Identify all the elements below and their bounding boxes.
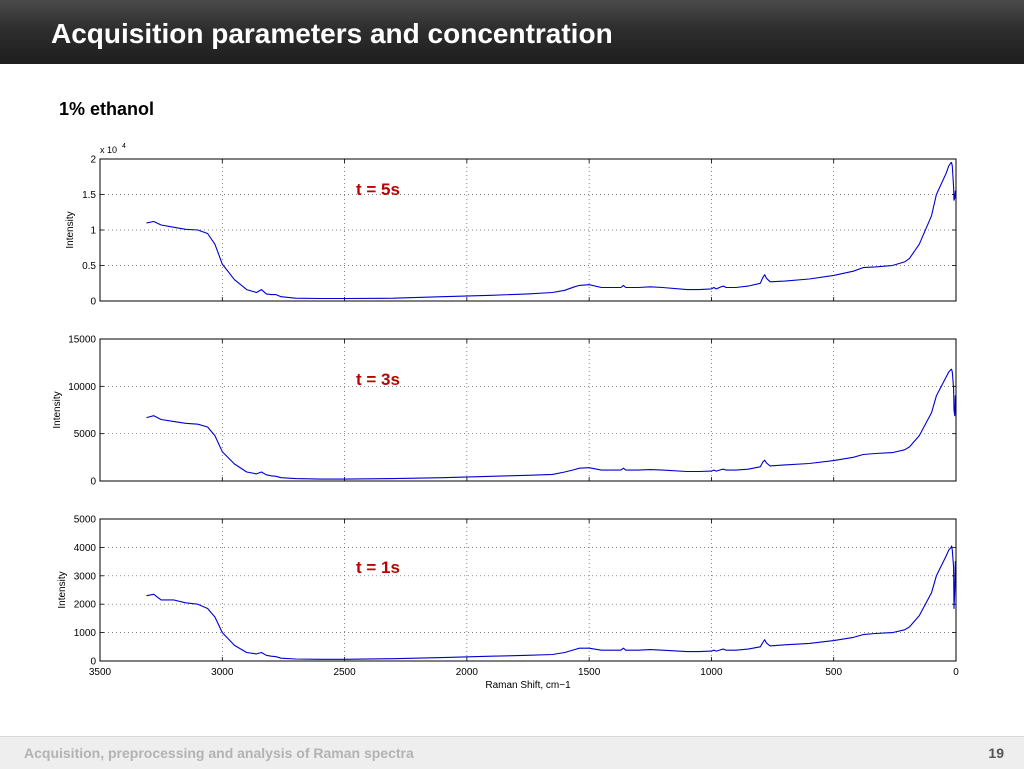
chart-3-y-tick-label: 1000 <box>74 628 97 639</box>
chart-3-x-tick-label: 500 <box>825 667 842 678</box>
chart-3-plot-area <box>100 519 956 661</box>
chart-2-series-line <box>146 368 957 480</box>
chart-1-y-axis-label: Intensity <box>65 211 76 248</box>
chart-2-y-tick-label: 5000 <box>74 429 97 440</box>
chart-3-x-tick-label: 1000 <box>700 667 723 678</box>
chart-3-x-tick-label: 1500 <box>578 667 601 678</box>
chart-3-y-tick-label: 3000 <box>74 571 97 582</box>
chart-1-y-tick-label: 0 <box>90 297 96 308</box>
chart-3-y-tick-label: 4000 <box>74 543 97 554</box>
subtitle: 1% ethanol <box>59 99 155 119</box>
chart-1-annotation: t = 5s <box>356 180 400 199</box>
chart-1-y-exponent-label: x 10 <box>100 145 117 155</box>
chart-3-x-tick-label: 2500 <box>333 667 356 678</box>
chart-2-y-tick-label: 0 <box>90 477 96 488</box>
chart-1-axes-box <box>99 158 957 302</box>
chart-3-y-tick-label: 0 <box>90 657 96 668</box>
chart-3-x-axis-label: Raman Shift, cm−1 <box>485 680 571 691</box>
chart-3-x-tick-label: 0 <box>953 667 959 678</box>
chart-1-y-tick-label: 1.5 <box>82 190 96 201</box>
footer: Acquisition, preprocessing and analysis … <box>0 736 1024 769</box>
chart-3-y-tick-label: 5000 <box>74 515 97 526</box>
chart-3-y-axis-label: Intensity <box>57 571 68 608</box>
chart-1-y-tick-label: 0.5 <box>82 261 96 272</box>
footer-text: Acquisition, preprocessing and analysis … <box>24 745 414 761</box>
chart-3-x-tick-label: 2000 <box>456 667 479 678</box>
chart-3-annotation: t = 1s <box>356 558 400 577</box>
chart-2-plot-area <box>100 339 956 481</box>
chart-1-y-tick-label: 2 <box>90 155 96 166</box>
chart-1-series-line <box>146 162 956 300</box>
chart-3-series-line <box>146 545 957 660</box>
chart-1-y-tick-label: 1 <box>90 226 96 237</box>
header-bar: Acquisition parameters and concentration <box>0 0 1024 64</box>
chart-1-y-exponent-power: 4 <box>122 143 126 150</box>
chart-2-y-axis-label: Intensity <box>52 391 63 428</box>
chart-2-y-tick-label: 15000 <box>68 335 96 346</box>
chart-2-axes-box <box>99 338 957 482</box>
chart-3-x-tick-label: 3500 <box>89 667 112 678</box>
page-number: 19 <box>988 745 1004 761</box>
chart-2-y-tick-label: 10000 <box>68 382 96 393</box>
chart-3-axes-box <box>99 518 957 662</box>
chart-3-y-tick-label: 2000 <box>74 600 97 611</box>
chart-3-x-tick-label: 3000 <box>211 667 234 678</box>
chart-2-annotation: t = 3s <box>356 370 400 389</box>
page-title: Acquisition parameters and concentration <box>51 18 613 49</box>
